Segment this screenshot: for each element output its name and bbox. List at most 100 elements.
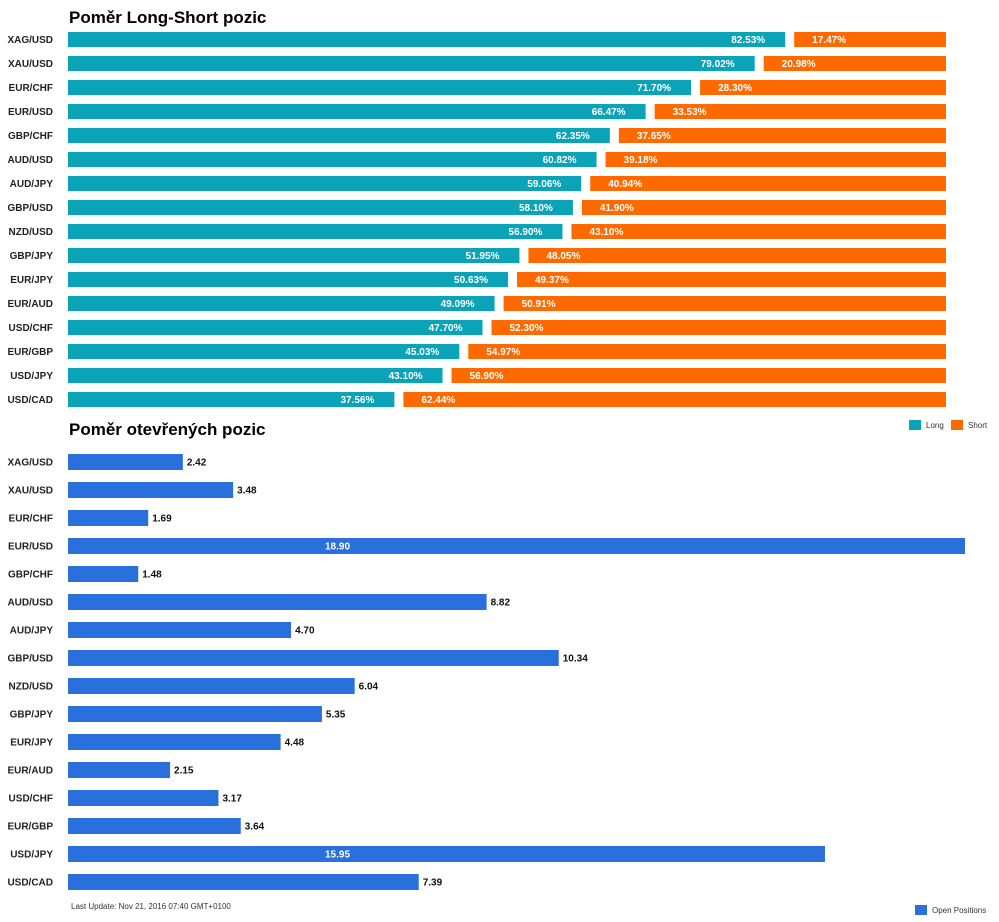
short-value-label: 56.90% xyxy=(470,371,504,382)
long-value-label: 50.63% xyxy=(454,275,488,286)
short-bar xyxy=(451,368,946,383)
category-label: AUD/JPY xyxy=(10,179,54,190)
category-label: AUD/USD xyxy=(7,155,53,166)
long-value-label: 47.70% xyxy=(429,323,463,334)
category-label: USD/CHF xyxy=(9,794,53,805)
open-positions-bar xyxy=(68,818,241,834)
short-bar xyxy=(468,344,946,359)
open-positions-bar xyxy=(68,482,234,498)
long-bar xyxy=(68,224,563,239)
short-bar xyxy=(581,200,946,215)
short-bar xyxy=(516,272,946,287)
short-value-label: 39.18% xyxy=(624,155,658,166)
open-positions-bar xyxy=(68,566,139,582)
short-bar xyxy=(794,32,946,47)
open-value-label: 1.69 xyxy=(152,514,172,525)
open-positions-bar xyxy=(68,874,419,890)
category-label: USD/CAD xyxy=(7,395,53,406)
long-value-label: 79.02% xyxy=(701,59,735,70)
short-bar xyxy=(763,56,946,71)
open-positions-bar xyxy=(68,734,281,750)
category-label: EUR/GBP xyxy=(7,347,53,358)
long-value-label: 58.10% xyxy=(519,203,553,214)
category-label: GBP/USD xyxy=(7,203,53,214)
category-label: AUD/USD xyxy=(7,598,53,609)
long-value-label: 66.47% xyxy=(592,107,626,118)
legend-open-label: Open Positions xyxy=(932,905,987,915)
long-value-label: 51.95% xyxy=(466,251,500,262)
short-value-label: 41.90% xyxy=(600,203,634,214)
category-label: EUR/AUD xyxy=(7,299,53,310)
legend-long-swatch xyxy=(909,420,921,430)
legend-open-positions: Open Positions xyxy=(915,905,986,915)
open-value-label: 10.34 xyxy=(563,654,588,665)
open-positions-bar xyxy=(68,650,559,666)
category-label: USD/CHF xyxy=(9,323,53,334)
category-label: NZD/USD xyxy=(9,682,53,693)
open-positions-bar xyxy=(68,790,219,806)
long-value-label: 71.70% xyxy=(637,83,671,94)
short-value-label: 40.94% xyxy=(608,179,642,190)
open-positions-bar xyxy=(68,510,149,526)
category-label: GBP/CHF xyxy=(8,570,53,581)
short-value-label: 37.65% xyxy=(637,131,671,142)
long-bar xyxy=(68,200,573,215)
category-label: GBP/JPY xyxy=(10,710,54,721)
category-label: EUR/JPY xyxy=(10,738,53,749)
open-value-label: 4.70 xyxy=(295,626,315,637)
legend-short-swatch xyxy=(951,420,963,430)
open-value-label: 7.39 xyxy=(423,878,443,889)
long-value-label: 59.06% xyxy=(527,179,561,190)
short-bar xyxy=(700,80,946,95)
last-update-text: Last Update: Nov 21, 2016 07:40 GMT+0100 xyxy=(71,902,231,911)
open-value-label: 8.82 xyxy=(491,598,511,609)
short-value-label: 50.91% xyxy=(522,299,556,310)
long-bar xyxy=(68,32,786,47)
short-value-label: 28.30% xyxy=(718,83,752,94)
short-bar xyxy=(605,152,946,167)
open-value-label: 2.15 xyxy=(174,766,194,777)
legend-open-swatch xyxy=(915,905,927,915)
open-positions-bar xyxy=(68,846,825,862)
legend-long: Long xyxy=(909,420,944,430)
category-label: EUR/CHF xyxy=(9,514,53,525)
open-positions-bar xyxy=(68,762,171,778)
long-value-label: 37.56% xyxy=(340,395,374,406)
short-bar xyxy=(491,320,946,335)
short-value-label: 54.97% xyxy=(486,347,520,358)
category-label: AUD/JPY xyxy=(10,626,54,637)
short-value-label: 48.05% xyxy=(546,251,580,262)
short-bar xyxy=(403,392,947,407)
long-bar xyxy=(68,344,460,359)
category-label: EUR/USD xyxy=(8,107,53,118)
long-value-label: 45.03% xyxy=(405,347,439,358)
short-bar xyxy=(571,224,946,239)
category-label: XAG/USD xyxy=(7,458,53,469)
long-value-label: 60.82% xyxy=(543,155,577,166)
short-bar xyxy=(654,104,946,119)
open-value-label: 15.95 xyxy=(325,850,350,861)
open-positions-bar xyxy=(68,454,183,470)
short-value-label: 43.10% xyxy=(589,227,623,238)
short-bar xyxy=(618,128,946,143)
long-bar xyxy=(68,80,692,95)
long-value-label: 62.35% xyxy=(556,131,590,142)
category-label: USD/CAD xyxy=(7,878,53,889)
open-value-label: 2.42 xyxy=(187,458,207,469)
long-bar xyxy=(68,176,582,191)
open-positions-bar xyxy=(68,622,292,638)
short-bar xyxy=(528,248,946,263)
category-label: XAG/USD xyxy=(7,35,53,46)
open-positions-bar xyxy=(68,706,322,722)
long-value-label: 82.53% xyxy=(731,35,765,46)
short-value-label: 52.30% xyxy=(510,323,544,334)
category-label: EUR/USD xyxy=(8,542,53,553)
long-bar xyxy=(68,368,443,383)
open-positions-chart: XAG/USD 2.42 XAU/USD 3.48 EUR/CHF 1.69 EUR/USD… xyxy=(7,454,965,890)
category-label: USD/JPY xyxy=(10,850,53,861)
long-value-label: 49.09% xyxy=(441,299,475,310)
category-label: NZD/USD xyxy=(9,227,53,238)
category-label: GBP/USD xyxy=(7,654,53,665)
open-value-label: 6.04 xyxy=(359,682,379,693)
